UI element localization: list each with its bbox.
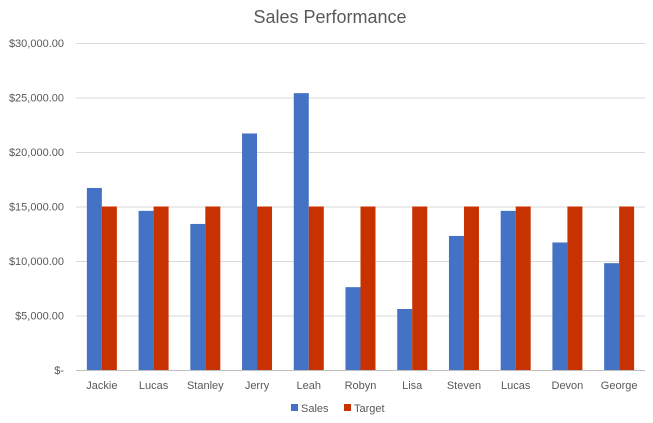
x-axis: Jackie Lucas Stanley Jerry Leah Robyn Lisa Stev… (86, 380, 637, 392)
bar-sales-george (604, 263, 620, 370)
x-tick-label: Devon (552, 380, 584, 392)
y-axis: $- $5,000.00 $10,000.00 $15,000.00 $20,000.0… (9, 38, 64, 377)
x-tick-label: Leah (297, 380, 321, 392)
series-sales (86, 93, 620, 370)
legend-swatch (344, 404, 351, 411)
bar-sales-stanley (190, 223, 206, 370)
y-tick-label: $25,000.00 (9, 93, 64, 105)
x-tick-label: Lisa (402, 380, 423, 392)
bar-sales-steven (448, 235, 464, 370)
bar-sales-robyn (345, 287, 361, 370)
legend-label: Target (354, 403, 385, 415)
chart-title: Sales Performance (253, 7, 406, 27)
bar-target-steven (463, 206, 479, 370)
bar-sales-lucas (138, 210, 154, 370)
bar-target-lisa (412, 206, 428, 370)
bar-target-george (619, 206, 635, 370)
legend-swatch (291, 404, 298, 411)
legend-label: Sales (301, 403, 329, 415)
bar-target-leah (308, 206, 324, 370)
x-tick-label: Robyn (345, 380, 377, 392)
x-tick-label: Jackie (86, 380, 117, 392)
y-tick-label: $10,000.00 (9, 256, 64, 268)
bar-target-lucas (515, 206, 531, 370)
bar-sales-jackie (86, 187, 102, 370)
legend-item-sales: Sales (291, 403, 329, 415)
bar-target-robyn (360, 206, 376, 370)
legend-item-target: Target (344, 403, 385, 415)
y-tick-label: $- (54, 365, 64, 377)
x-tick-label: Lucas (139, 380, 169, 392)
bar-sales-leah (293, 93, 309, 370)
x-tick-label: Stanley (187, 380, 224, 392)
bar-target-jackie (101, 206, 117, 370)
x-tick-label: Jerry (245, 380, 270, 392)
y-tick-label: $30,000.00 (9, 38, 64, 50)
bar-target-jerry (257, 206, 273, 370)
bar-sales-lisa (397, 308, 413, 370)
x-tick-label: Lucas (501, 380, 531, 392)
y-tick-label: $20,000.00 (9, 147, 64, 159)
bar-sales-jerry (242, 133, 258, 370)
series-target (101, 206, 635, 370)
x-tick-label: Steven (447, 380, 481, 392)
bar-target-lucas (153, 206, 169, 370)
x-tick-label: George (601, 380, 638, 392)
legend: Sales Target (291, 403, 385, 415)
bar-sales-devon (552, 242, 568, 370)
bars (86, 93, 635, 370)
bar-target-stanley (205, 206, 221, 370)
bar-target-devon (567, 206, 583, 370)
y-tick-label: $5,000.00 (15, 311, 64, 323)
bar-sales-lucas (500, 210, 516, 370)
y-tick-label: $15,000.00 (9, 202, 64, 214)
